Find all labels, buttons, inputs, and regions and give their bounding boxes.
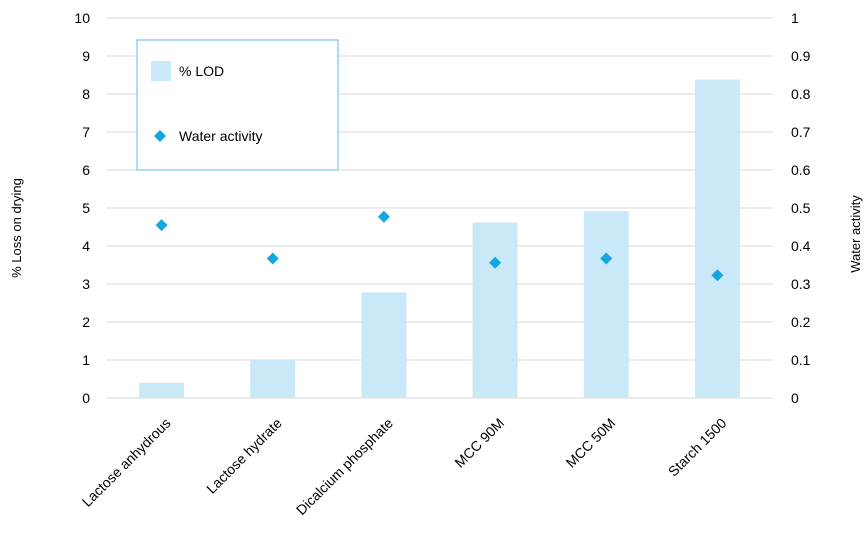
category-label: Lactose hydrate	[203, 415, 285, 497]
bar-lod	[139, 382, 185, 398]
legend-swatch-marker	[154, 130, 166, 142]
y-tick-label-right: 0.4	[791, 238, 811, 254]
bar-lod	[694, 79, 740, 398]
category-label: MCC 90M	[451, 415, 507, 471]
y-tick-label-right: 0.7	[791, 124, 811, 140]
y-tick-label-right: 1	[791, 10, 799, 26]
category-label: Lactose anhydrous	[79, 415, 174, 510]
bar-lod	[361, 292, 407, 398]
y-tick-label-right: 0.1	[791, 352, 811, 368]
y-tick-label-right: 0.2	[791, 314, 811, 330]
category-label: MCC 50M	[562, 415, 618, 471]
y-tick-label-right: 0.3	[791, 276, 811, 292]
marker-water-activity	[600, 252, 613, 265]
y-tick-label-left: 2	[82, 314, 90, 330]
y-tick-label-left: 9	[82, 48, 90, 64]
y-axis-title-left: % Loss on drying	[9, 178, 24, 278]
legend-label-water-activity: Water activity	[179, 128, 263, 144]
legend-label-lod: % LOD	[179, 63, 224, 79]
marker-water-activity	[711, 269, 724, 282]
y-tick-label-left: 7	[82, 124, 90, 140]
bar-lod	[583, 211, 629, 398]
marker-water-activity	[266, 252, 279, 265]
y-tick-label-left: 8	[82, 86, 90, 102]
y-tick-label-right: 0	[791, 390, 799, 406]
y-tick-label-right: 0.8	[791, 86, 811, 102]
y-tick-label-left: 6	[82, 162, 90, 178]
y-tick-label-left: 0	[82, 390, 90, 406]
bar-lod	[250, 360, 296, 398]
y-tick-label-left: 5	[82, 200, 90, 216]
y-tick-label-right: 0.6	[791, 162, 811, 178]
y-tick-label-right: 0.9	[791, 48, 811, 64]
y-axis-title-right: Water activity	[848, 195, 863, 273]
category-label: Dicalcium phosphate	[293, 415, 396, 518]
y-tick-label-right: 0.5	[791, 200, 811, 216]
y-tick-label-left: 1	[82, 352, 90, 368]
y-tick-label-left: 4	[82, 238, 90, 254]
bar-lod	[472, 222, 518, 398]
category-label: Starch 1500	[665, 415, 730, 480]
marker-water-activity	[489, 256, 502, 269]
marker-water-activity	[377, 210, 390, 223]
marker-water-activity	[155, 219, 168, 232]
y-tick-label-left: 10	[74, 10, 90, 26]
legend-swatch-bar	[151, 61, 171, 81]
y-tick-label-left: 3	[82, 276, 90, 292]
legend-box	[136, 39, 339, 171]
